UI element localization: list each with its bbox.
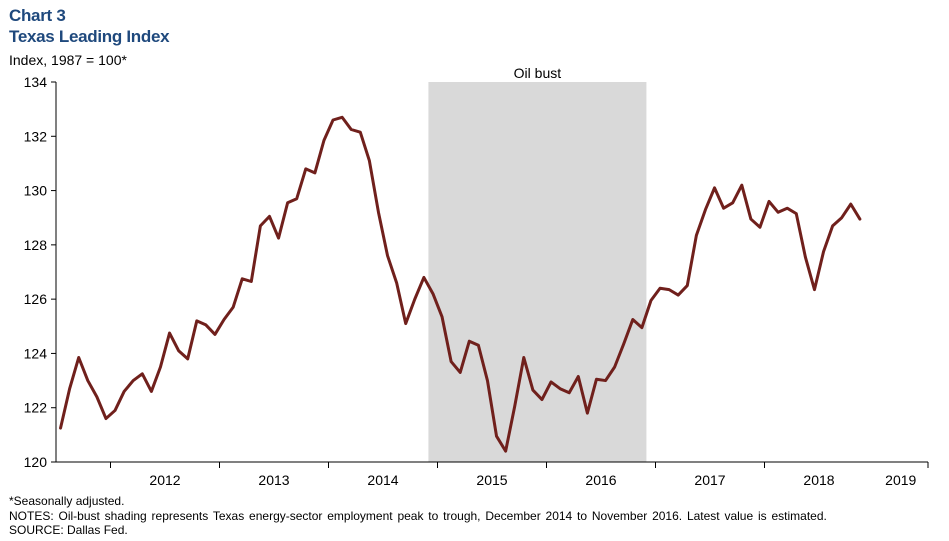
- series-line-texas-leading-index: [59, 115, 862, 453]
- footnote-source: SOURCE: Dallas Fed.: [9, 523, 128, 537]
- oil-bust-shaded-region: [428, 82, 647, 462]
- footnote-notes: NOTES: Oil-bust shading represents Texas…: [9, 509, 827, 523]
- series-layer: [59, 115, 862, 453]
- x-tick-label: 2016: [585, 472, 616, 488]
- y-tick-label: 120: [24, 454, 48, 470]
- y-tick-label: 130: [24, 183, 48, 199]
- y-tick-label: 126: [24, 291, 48, 307]
- y-tick-label: 124: [24, 345, 48, 361]
- x-tick-label: 2017: [694, 472, 725, 488]
- y-tick-label: 128: [24, 237, 48, 253]
- chart-title: Texas Leading Index: [9, 27, 170, 46]
- y-tick-label: 122: [24, 400, 48, 416]
- x-tick-label: 2015: [476, 472, 507, 488]
- x-tick-label: 2018: [803, 472, 834, 488]
- y-tick-label: 134: [24, 74, 48, 90]
- chart-number: Chart 3: [9, 6, 66, 25]
- oil-bust-shading-layer: [428, 82, 647, 462]
- x-tick-label: 2012: [149, 472, 180, 488]
- x-tick-label: 2014: [367, 472, 398, 488]
- shaded-region-label: Oil bust: [514, 65, 562, 81]
- axes-layer: [51, 81, 929, 468]
- x-tick-label: 2013: [258, 472, 289, 488]
- y-tick-label: 132: [24, 128, 48, 144]
- x-tick-label: 2019: [885, 472, 916, 488]
- y-axis-unit-label: Index, 1987 = 100*: [9, 52, 127, 68]
- footnote-seasonal: *Seasonally adjusted.: [9, 494, 125, 508]
- tick-label-layer: Oil bust 120 122 124 126 128 130 132 134 2012 2013…: [24, 65, 917, 488]
